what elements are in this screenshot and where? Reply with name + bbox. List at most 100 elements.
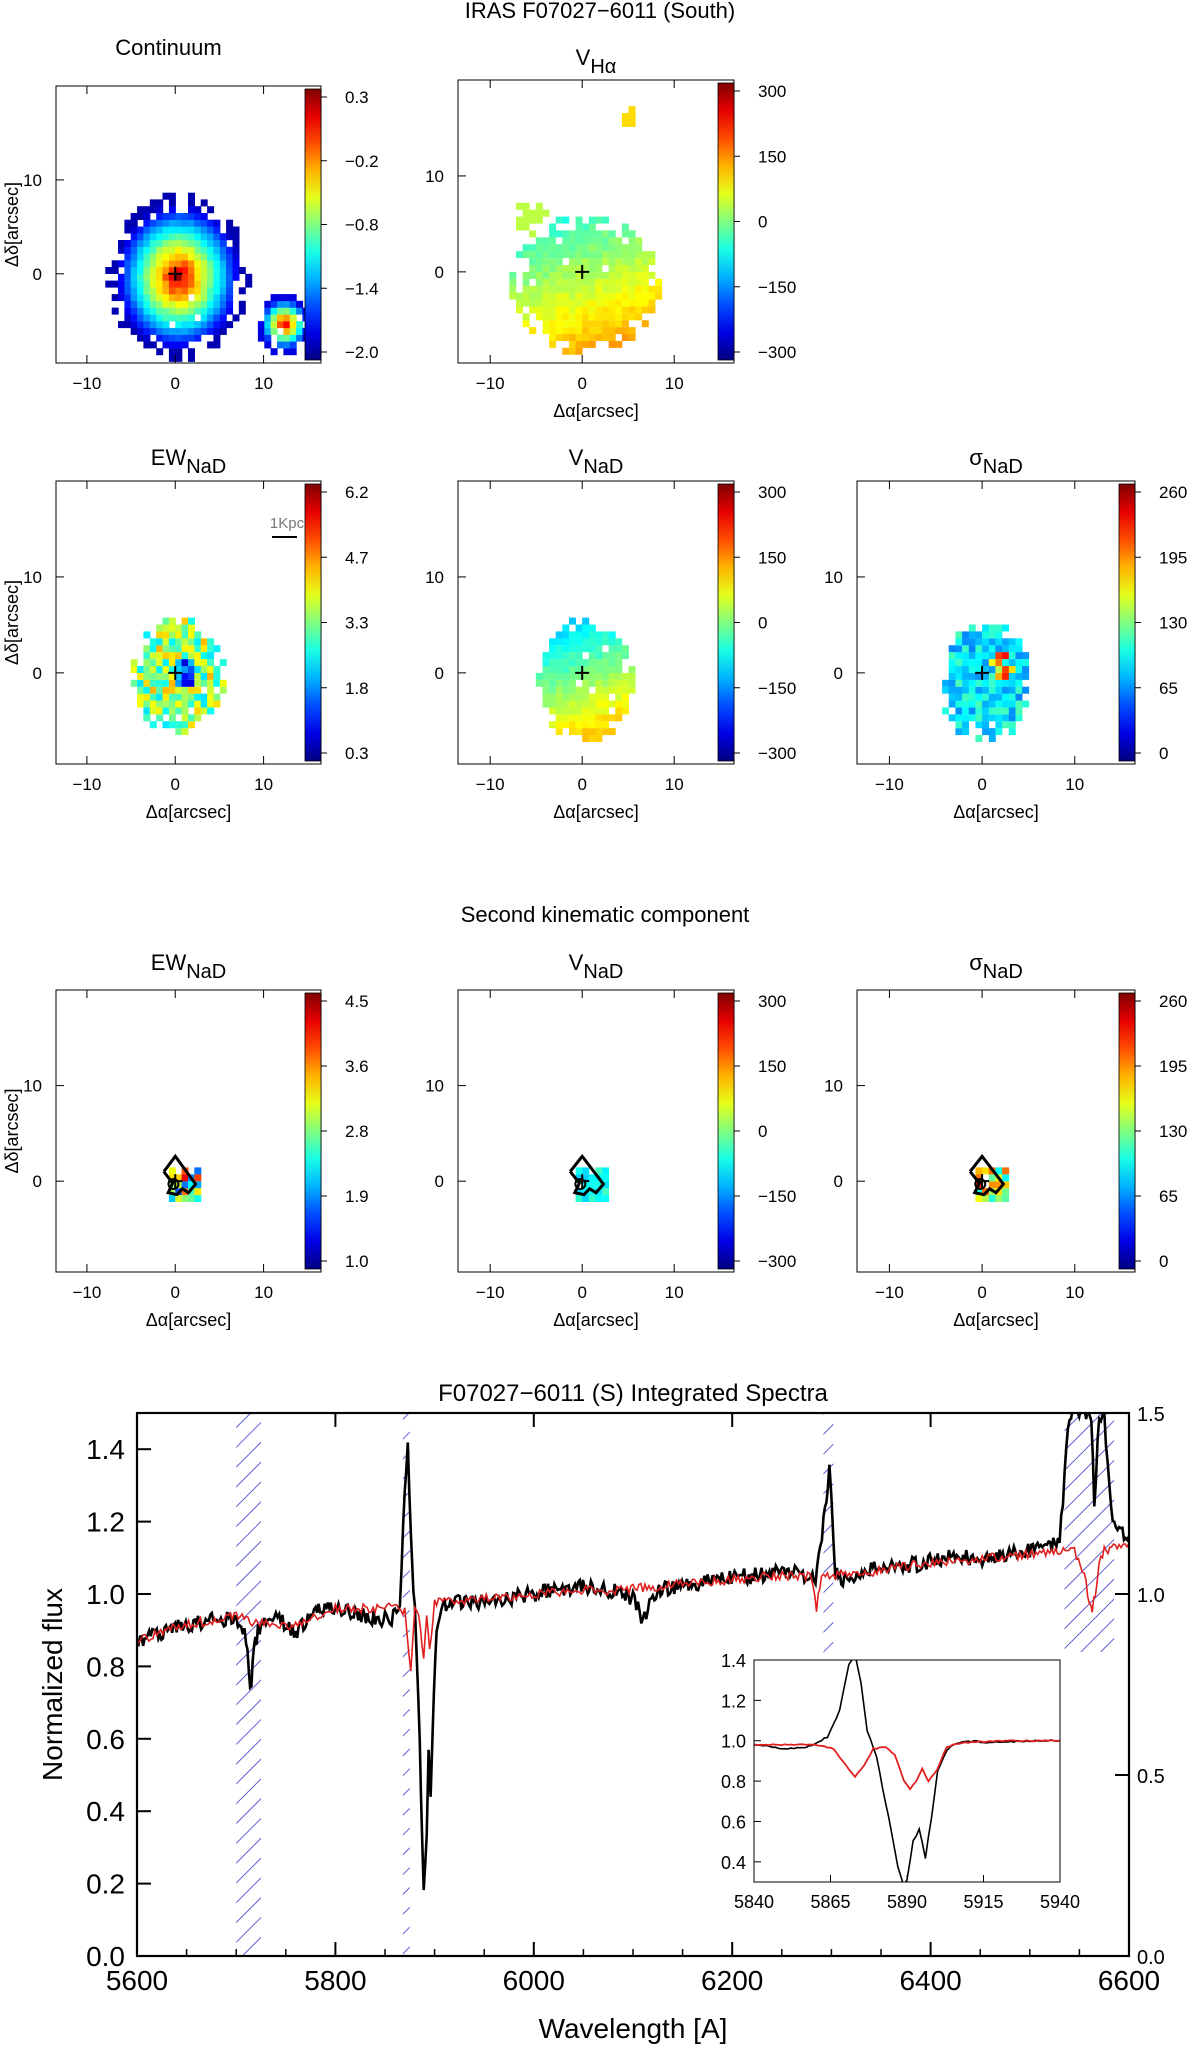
map-pixel bbox=[168, 260, 176, 268]
map-pixel bbox=[181, 300, 189, 308]
colorbar-tick-label: 3.6 bbox=[345, 1057, 369, 1076]
map-pixel bbox=[181, 327, 189, 335]
map-pixel bbox=[137, 679, 145, 687]
map-pixel bbox=[942, 707, 950, 715]
map-pixel bbox=[588, 278, 596, 286]
map-pixel bbox=[582, 327, 590, 335]
colorbar-tick-label: 1.0 bbox=[345, 1252, 369, 1271]
map-pixel bbox=[149, 253, 157, 261]
map-pixel bbox=[549, 686, 557, 694]
map-pixel bbox=[188, 300, 195, 308]
map-pixel bbox=[143, 260, 151, 268]
x-tick-label: 0 bbox=[171, 775, 180, 794]
map-pixel bbox=[628, 258, 636, 266]
map-pixel bbox=[562, 334, 570, 341]
map-pixel bbox=[213, 341, 221, 349]
colorbar-tick-label: 0.3 bbox=[345, 744, 369, 763]
spectrum-right-tick-label: 1.0 bbox=[1137, 1585, 1165, 1607]
map-pixel bbox=[555, 686, 563, 694]
nucleus-cross-marker bbox=[168, 1174, 183, 1189]
map-pixel bbox=[982, 700, 990, 708]
map-pixel bbox=[595, 237, 603, 245]
map-pixel bbox=[602, 271, 610, 279]
map-pixel bbox=[582, 340, 590, 348]
map-title: VHα bbox=[576, 45, 617, 78]
map-pixel bbox=[555, 334, 563, 341]
map-pixel bbox=[181, 260, 189, 268]
colorbar-tick-label: 300 bbox=[758, 992, 786, 1011]
inset-model-line bbox=[754, 1739, 1060, 1791]
map-pixel bbox=[162, 280, 170, 288]
map-pixel bbox=[1008, 672, 1016, 680]
map-pixel bbox=[962, 721, 970, 729]
map-pixel bbox=[207, 672, 215, 680]
map-pixel bbox=[608, 230, 616, 238]
map-pixel bbox=[213, 273, 221, 281]
colorbar-tick-label: 0 bbox=[1159, 1252, 1168, 1271]
x-tick-label: 0 bbox=[171, 1283, 180, 1302]
map-pixel bbox=[549, 721, 557, 729]
spectrum-title: F07027−6011 (S) Integrated Spectra bbox=[438, 1380, 828, 1407]
y-tick-label: 10 bbox=[425, 568, 444, 587]
map-pixel bbox=[995, 1181, 1003, 1189]
map-pixel bbox=[595, 265, 603, 272]
map-pixel bbox=[232, 240, 240, 247]
map-pixel bbox=[1002, 1174, 1010, 1182]
map-pixel bbox=[200, 672, 208, 680]
map-pixel bbox=[181, 666, 189, 673]
map-pixel bbox=[615, 278, 623, 286]
map-pixel bbox=[575, 672, 583, 680]
map-pixel bbox=[549, 271, 557, 279]
nucleus-cross-marker bbox=[168, 266, 183, 281]
map-pixel bbox=[621, 686, 629, 694]
map-pixel bbox=[156, 679, 164, 687]
map-pixel bbox=[181, 652, 189, 660]
map-pixel bbox=[615, 251, 623, 259]
map-pixel bbox=[655, 292, 663, 300]
map-pixel bbox=[962, 652, 970, 660]
map-pixel bbox=[595, 735, 603, 742]
map-pixel bbox=[219, 679, 227, 687]
y-axis-label: Δδ[arcsec] bbox=[2, 1088, 22, 1173]
map-pixel bbox=[595, 631, 603, 639]
map-pixel bbox=[522, 278, 530, 286]
map-pixel bbox=[162, 638, 170, 646]
map-pixel bbox=[555, 306, 563, 314]
inset-x-tick-label: 5890 bbox=[887, 1892, 927, 1912]
map-pixel bbox=[542, 659, 550, 667]
map-pixel bbox=[542, 265, 550, 272]
map-pixel bbox=[648, 306, 656, 314]
map-pixel bbox=[535, 271, 543, 279]
map-pixel bbox=[608, 327, 616, 335]
map-pixel bbox=[542, 278, 550, 286]
map-pixel bbox=[995, 652, 1003, 660]
map-pixel bbox=[175, 219, 183, 227]
map-pixel bbox=[549, 327, 557, 335]
map-pixel bbox=[289, 314, 297, 322]
map-pixel bbox=[207, 260, 215, 268]
map-pixel bbox=[213, 321, 221, 329]
map-pixel bbox=[582, 728, 590, 736]
map-pixel bbox=[542, 679, 550, 687]
map-pixel bbox=[149, 659, 157, 667]
map-pixel bbox=[555, 645, 563, 653]
map-pixel bbox=[962, 679, 970, 687]
map-pixel bbox=[988, 638, 996, 646]
map-pixel bbox=[1015, 666, 1023, 673]
map-pixel bbox=[175, 693, 183, 701]
map-pixel bbox=[562, 292, 570, 300]
map-pixel bbox=[549, 278, 557, 286]
map-pixel bbox=[194, 273, 202, 281]
map-pixel bbox=[162, 693, 170, 701]
map-pixel bbox=[213, 700, 221, 708]
map-pixel bbox=[975, 693, 983, 701]
map-pixel bbox=[162, 307, 170, 315]
map-pixel bbox=[522, 223, 530, 231]
y-tick-label: 0 bbox=[834, 1172, 843, 1191]
map-pixel bbox=[988, 1195, 996, 1202]
map-pixel bbox=[213, 253, 221, 261]
map-pixel bbox=[621, 306, 629, 314]
map-pixel bbox=[143, 219, 151, 227]
map-pixel bbox=[575, 624, 583, 632]
map-pixel bbox=[535, 265, 543, 272]
